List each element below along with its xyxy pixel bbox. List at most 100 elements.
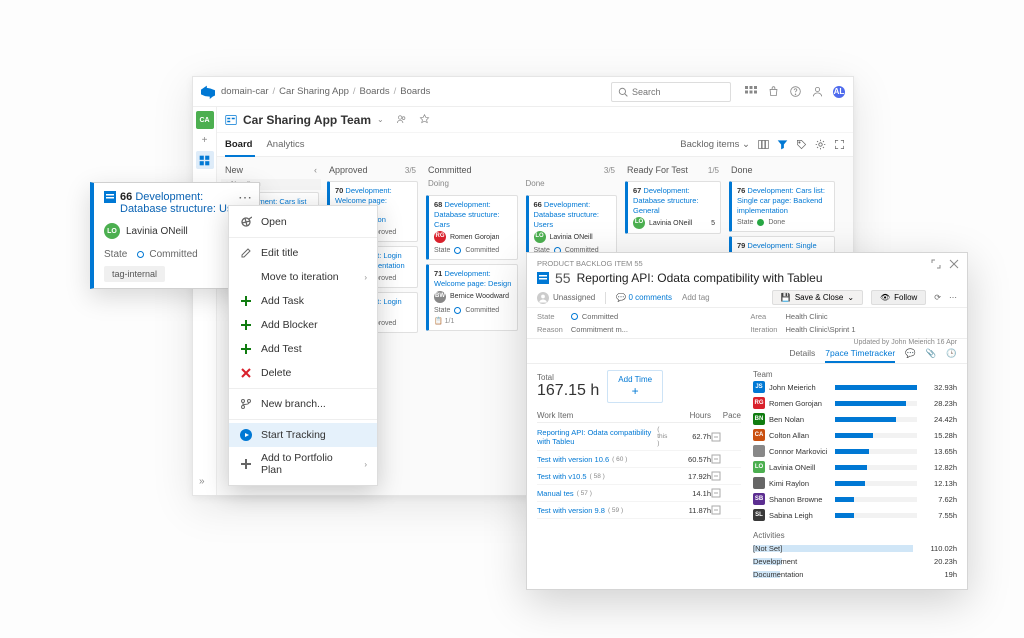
menu-item-edit-title[interactable]: Edit title xyxy=(229,241,377,265)
shopping-bag-icon[interactable] xyxy=(767,86,779,98)
state-field[interactable]: Committed xyxy=(571,312,743,321)
search-input[interactable] xyxy=(632,87,724,97)
people-icon[interactable] xyxy=(396,114,407,125)
team-member-row[interactable]: RGRomen Gorojan28.23h xyxy=(753,395,957,411)
activity-row[interactable]: Documentation19h xyxy=(753,568,957,581)
tab-analytics[interactable]: Analytics xyxy=(266,139,304,150)
search-icon xyxy=(618,87,628,97)
maximize-icon[interactable] xyxy=(931,259,941,269)
filter-icon[interactable] xyxy=(777,139,788,150)
breadcrumb-item[interactable]: Boards xyxy=(400,86,430,97)
add-time-button[interactable]: Add Time + xyxy=(607,370,663,403)
avatar: LO xyxy=(104,223,120,239)
tab-timetracker[interactable]: 7pace Timetracker xyxy=(825,348,895,363)
menu-item-add-blocker[interactable]: Add Blocker xyxy=(229,313,377,337)
history-icon[interactable]: 🕒 xyxy=(946,348,957,363)
workitem-row[interactable]: Manual tes ( 57 )14.1h xyxy=(537,485,741,502)
columns-icon[interactable] xyxy=(758,139,769,150)
field-label: Reason xyxy=(537,325,563,334)
add-tag-button[interactable]: Add tag xyxy=(682,293,710,302)
card-title[interactable]: 76 Development: Cars list: Single car pa… xyxy=(737,186,829,215)
workitem-row[interactable]: Test with version 9.8 ( 59 )11.87h xyxy=(537,502,741,519)
card[interactable]: 68 Development: Database structure: Cars… xyxy=(426,195,518,260)
activity-row[interactable]: Development20.23h xyxy=(753,555,957,568)
card[interactable]: 71 Development: Welcome page: DesignBWBe… xyxy=(426,264,518,331)
expand-rail-icon[interactable]: » xyxy=(199,476,205,487)
unassigned-avatar-icon xyxy=(537,292,549,304)
more-actions-icon[interactable]: ⋯ xyxy=(949,293,957,302)
azure-devops-logo-icon xyxy=(201,85,215,99)
area-field[interactable]: Health Clinic xyxy=(785,312,957,321)
card-menu-icon[interactable]: ⋯ xyxy=(238,189,253,206)
column-title: Ready For Test xyxy=(627,165,688,175)
workitem-row[interactable]: Reporting API: Odata compatibility with … xyxy=(537,423,741,451)
breadcrumb-item[interactable]: Boards xyxy=(360,86,390,97)
menu-item-open[interactable]: Open xyxy=(229,210,377,234)
menu-item-add-test[interactable]: Add Test xyxy=(229,337,377,361)
work-item-title[interactable]: Reporting API: Odata compatibility with … xyxy=(577,271,957,285)
team-member-row[interactable]: Connor Markovici13.65h xyxy=(753,443,957,459)
star-icon[interactable] xyxy=(419,114,430,125)
menu-label: Add to Portfolio Plan xyxy=(261,452,356,476)
rail-project-icon[interactable]: CA xyxy=(196,111,214,129)
chevron-down-icon[interactable]: ⌄ xyxy=(377,115,384,124)
breadcrumb-item[interactable]: Car Sharing App xyxy=(279,86,349,97)
iteration-field[interactable]: Health Clinic\Sprint 1 xyxy=(785,325,957,334)
help-icon[interactable] xyxy=(789,86,801,98)
workitem-row[interactable]: Test with version 10.6 ( 60 )60.57h xyxy=(537,451,741,468)
backlog-dropdown[interactable]: Backlog items ⌄ xyxy=(680,139,750,150)
card[interactable]: 67 Development: Database structure: Gene… xyxy=(625,181,721,234)
team-member-row[interactable]: BNBen Nolan24.42h xyxy=(753,411,957,427)
follow-button[interactable]: 👁 Follow xyxy=(871,290,926,305)
refresh-icon[interactable]: ⟳ xyxy=(934,293,941,302)
grid-icon[interactable] xyxy=(745,86,757,98)
breadcrumb-item[interactable]: domain-car xyxy=(221,86,269,97)
column-title: Committed xyxy=(428,165,472,175)
discussion-icon[interactable]: 💬 xyxy=(905,348,916,363)
menu-item-add-to-portfolio-plan[interactable]: Add to Portfolio Plan› xyxy=(229,447,377,481)
close-icon[interactable] xyxy=(949,259,959,269)
tab-details[interactable]: Details xyxy=(789,348,815,363)
top-icons: AL xyxy=(745,86,845,98)
comments-link[interactable]: 💬 0 comments xyxy=(616,293,672,302)
card[interactable]: 76 Development: Cars list: Single car pa… xyxy=(729,181,835,232)
team-member-row[interactable]: CAColton Allan15.28h xyxy=(753,427,957,443)
team-name[interactable]: Car Sharing App Team xyxy=(243,113,371,127)
activity-row[interactable]: [Not Set]110.02h xyxy=(753,542,957,555)
card-title[interactable]: 68 Development: Database structure: Cars xyxy=(434,200,512,229)
settings-icon[interactable] xyxy=(815,139,826,150)
rail-boards-icon[interactable] xyxy=(196,151,214,169)
menu-item-add-task[interactable]: Add Task xyxy=(229,289,377,313)
tag-icon[interactable] xyxy=(796,139,807,150)
total-hours: 167.15 h xyxy=(537,382,599,400)
team-member-row[interactable]: LOLavinia ONeill12.82h xyxy=(753,459,957,475)
menu-item-new-branch-[interactable]: New branch... xyxy=(229,392,377,416)
team-member-row[interactable]: SBShanon Browne7.62h xyxy=(753,491,957,507)
col-header: Work Item xyxy=(537,411,671,420)
user-avatar[interactable]: AL xyxy=(833,86,845,98)
menu-item-move-to-iteration[interactable]: Move to iteration› xyxy=(229,265,377,289)
assigned-to[interactable]: Unassigned xyxy=(537,292,595,304)
save-close-button[interactable]: 💾 Save & Close ⌄ xyxy=(772,290,863,305)
attachment-icon[interactable]: 📎 xyxy=(926,348,937,363)
team-member-row[interactable]: SLSabina Leigh7.55h xyxy=(753,507,957,523)
menu-item-delete[interactable]: Delete xyxy=(229,361,377,385)
user-settings-icon[interactable] xyxy=(811,86,823,98)
team-member-row[interactable]: JSJohn Meierich32.93h xyxy=(753,379,957,395)
search-box[interactable] xyxy=(611,82,731,102)
topbar: domain-car/ Car Sharing App/ Boards/ Boa… xyxy=(193,77,853,107)
team-member-row[interactable]: Kimi Raylon12.13h xyxy=(753,475,957,491)
workitem-row[interactable]: Test with v10.5 ( 58 )17.92h xyxy=(537,468,741,485)
menu-label: Add Blocker xyxy=(261,319,318,331)
collapse-column-icon[interactable]: ‹ xyxy=(314,165,317,175)
card-title[interactable]: 67 Development: Database structure: Gene… xyxy=(633,186,715,215)
fullscreen-icon[interactable] xyxy=(834,139,845,150)
tabs-row: Board Analytics Backlog items ⌄ xyxy=(217,133,853,157)
reason-field[interactable]: Commitment m... xyxy=(571,325,743,334)
card-title[interactable]: 71 Development: Welcome page: Design xyxy=(434,269,512,289)
rail-add-icon[interactable]: + xyxy=(196,131,214,149)
card-title[interactable]: 66 Development: Database structure: User… xyxy=(534,200,612,229)
field-label: State xyxy=(537,312,563,321)
tab-board[interactable]: Board xyxy=(225,139,252,150)
menu-item-start-tracking[interactable]: Start Tracking xyxy=(229,423,377,447)
